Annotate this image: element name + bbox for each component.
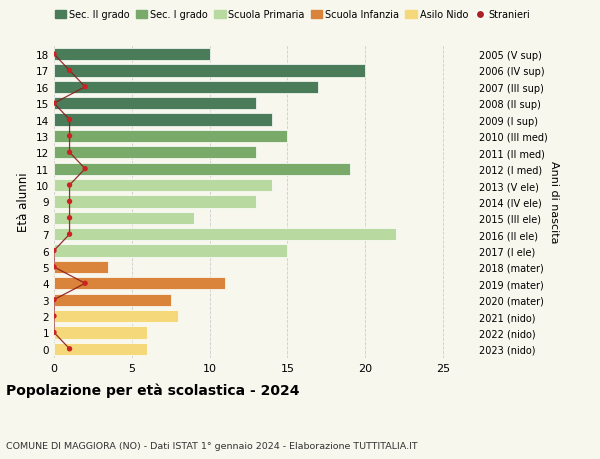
Bar <box>54 310 178 323</box>
Point <box>65 67 74 75</box>
Point <box>65 149 74 157</box>
Bar <box>54 49 209 61</box>
Point <box>49 247 59 255</box>
Text: COMUNE DI MAGGIORA (NO) - Dati ISTAT 1° gennaio 2024 - Elaborazione TUTTITALIA.I: COMUNE DI MAGGIORA (NO) - Dati ISTAT 1° … <box>6 441 418 450</box>
Point <box>80 84 90 91</box>
Y-axis label: Anni di nascita: Anni di nascita <box>549 161 559 243</box>
Bar <box>54 212 194 224</box>
Point <box>65 345 74 353</box>
Point <box>49 51 59 59</box>
Bar <box>54 294 170 306</box>
Point <box>65 182 74 189</box>
Point <box>65 117 74 124</box>
Y-axis label: Età alunni: Età alunni <box>17 172 31 232</box>
Bar <box>54 343 148 355</box>
Point <box>80 280 90 287</box>
Point <box>80 166 90 173</box>
Bar <box>54 130 287 143</box>
Bar <box>54 278 225 290</box>
Bar <box>54 196 256 208</box>
Point <box>65 133 74 140</box>
Point <box>65 231 74 238</box>
Bar <box>54 245 287 257</box>
Bar <box>54 81 319 94</box>
Bar <box>54 147 256 159</box>
Bar <box>54 114 272 126</box>
Bar <box>54 229 396 241</box>
Text: Popolazione per età scolastica - 2024: Popolazione per età scolastica - 2024 <box>6 382 299 397</box>
Bar <box>54 261 109 274</box>
Point <box>49 329 59 336</box>
Point <box>65 198 74 206</box>
Bar <box>54 65 365 78</box>
Point <box>49 313 59 320</box>
Point <box>49 297 59 304</box>
Point <box>49 263 59 271</box>
Bar <box>54 326 148 339</box>
Point <box>49 100 59 107</box>
Bar <box>54 98 256 110</box>
Bar <box>54 163 350 175</box>
Legend: Sec. II grado, Sec. I grado, Scuola Primaria, Scuola Infanzia, Asilo Nido, Stran: Sec. II grado, Sec. I grado, Scuola Prim… <box>55 10 530 20</box>
Bar <box>54 179 272 192</box>
Point <box>65 215 74 222</box>
